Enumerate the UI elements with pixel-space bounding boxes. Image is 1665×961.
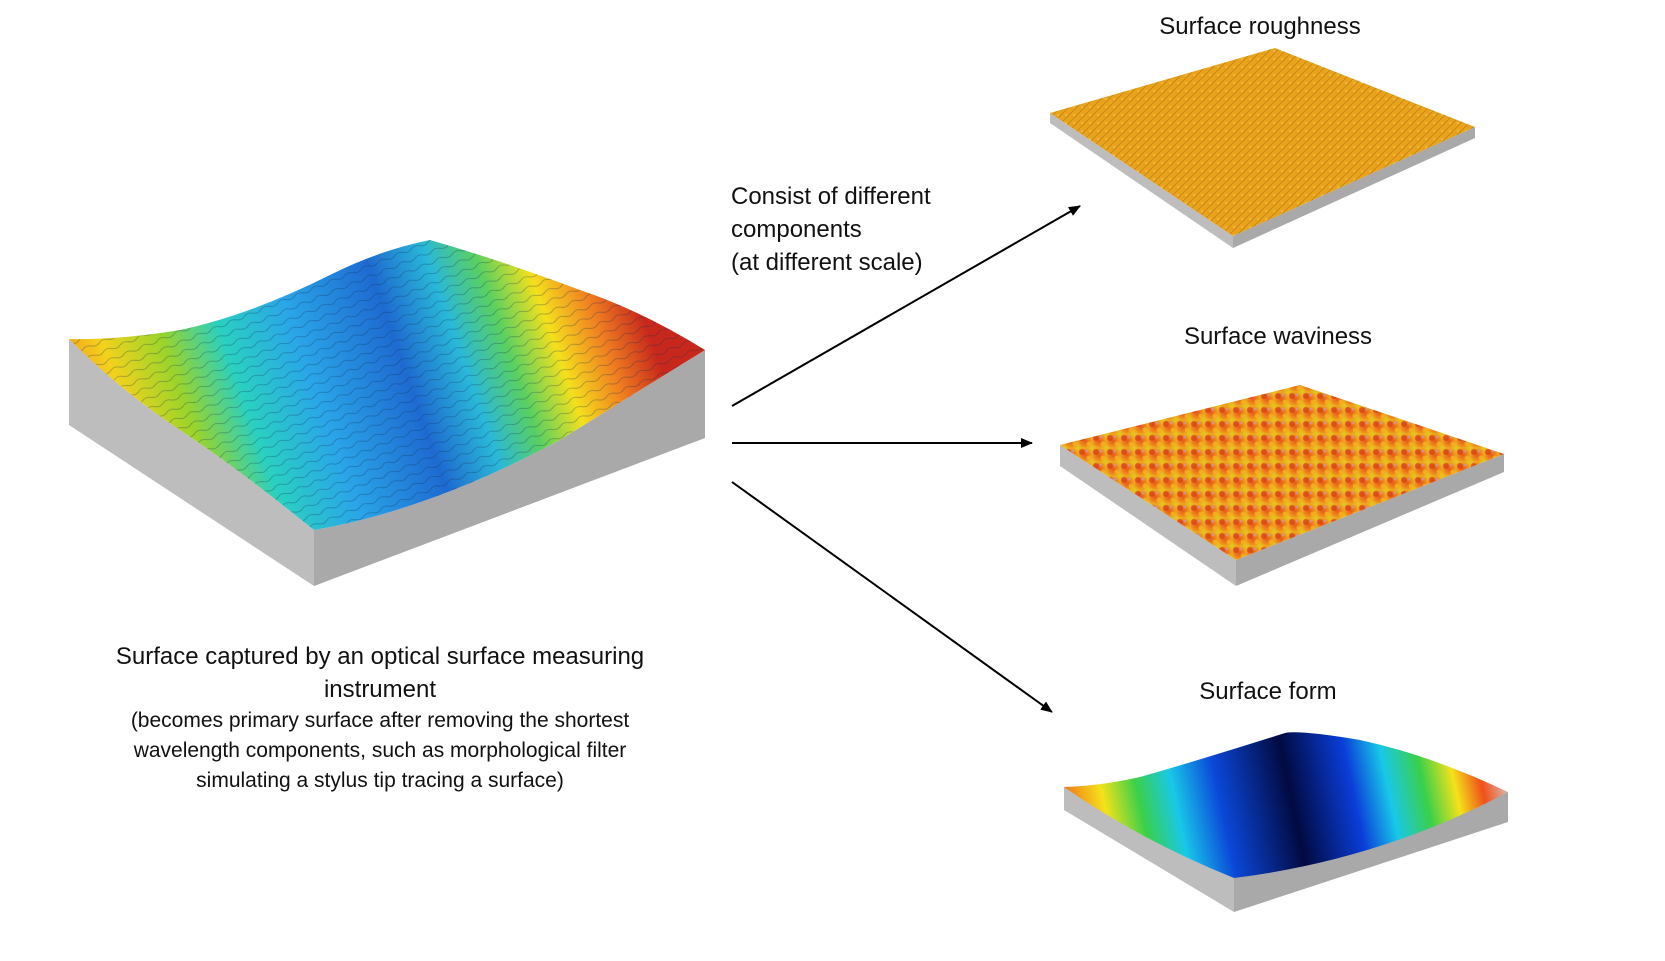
arrow-note-line-3: (at different scale) [731,249,923,276]
roughness-surface-icon [1050,48,1475,248]
form-surface-icon [1064,732,1508,912]
source-surface-block [69,240,705,586]
arrow-note-line-2: components [731,216,862,243]
arrow-note-line-1: Consist of different [731,183,931,210]
source-caption: Surface captured by an optical surface m… [80,640,680,796]
arrow-to-form [731,481,1053,713]
source-caption-sub-3: simulating a stylus tip tracing a surfac… [196,769,564,792]
source-front-wall [314,350,705,586]
form-title: Surface form [1199,678,1337,705]
source-left-wall [69,339,314,586]
arrow-to-roughness [731,205,1081,407]
source-caption-line-2: instrument [323,676,437,703]
source-caption-line-1: Surface captured by an optical surface m… [115,643,645,670]
source-texture [69,240,705,530]
source-caption-sub-1: (becomes primary surface after removing … [130,709,630,732]
waviness-title: Surface waviness [1183,323,1373,350]
roughness-title: Surface roughness [1159,13,1361,40]
waviness-surface-icon [1060,385,1504,586]
source-caption-sub-2: wavelength components, such as morpholog… [133,739,627,762]
arrow-note: Consist of different components (at diff… [731,180,1031,279]
